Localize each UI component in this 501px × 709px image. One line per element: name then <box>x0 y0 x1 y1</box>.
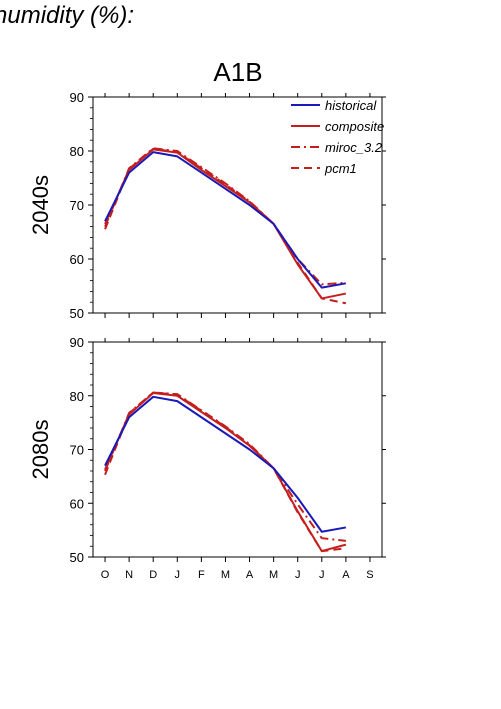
y-tick-label: 50 <box>70 550 84 565</box>
page-header-title: humidity (%): <box>0 2 135 29</box>
chart-panel-2040s: 50 60 70 80 90 2040s <box>28 90 386 321</box>
series-line-pcm1 <box>104 391 346 553</box>
y-tick-label: 50 <box>70 306 84 321</box>
y-tick-label: 80 <box>70 389 84 404</box>
chart-panel-2080s: 50 60 70 80 90 O N D J F M A M J J A S 2080s <box>28 335 386 581</box>
panel-frame <box>92 341 383 558</box>
x-tick-label: J <box>319 569 325 581</box>
series-line-composite <box>104 392 347 553</box>
y-tick-label: 80 <box>70 144 84 159</box>
legend-label: miroc_3.2 <box>325 140 383 155</box>
series-line-historical <box>104 395 347 533</box>
y-tick-label: 70 <box>70 443 84 458</box>
x-tick-label: A <box>246 569 254 581</box>
legend-label: pcm1 <box>324 161 357 176</box>
series-line-pcm1 <box>104 147 347 305</box>
x-tick-label: M <box>269 569 278 581</box>
x-tick-label: J <box>175 569 181 581</box>
legend-item: historical <box>291 98 377 113</box>
x-tick-label: F <box>198 569 205 581</box>
series-line-historical <box>104 151 347 289</box>
series-line-composite <box>104 148 347 300</box>
legend-item: composite <box>291 119 384 134</box>
chart-title: A1B <box>213 57 262 87</box>
chart-legend: historical composite miroc_3.2 pcm1 <box>291 98 384 176</box>
y-tick-label: 60 <box>70 496 84 511</box>
x-tick-label: N <box>125 569 133 581</box>
y-tick-label: 60 <box>70 252 84 267</box>
legend-label: composite <box>325 119 384 134</box>
x-tick-label: J <box>295 569 301 581</box>
panel-row-label: 2080s <box>28 420 53 480</box>
chart-panels: 50 60 70 80 90 2040s 50 60 70 80 90 O N D J F M A M J J A S 208… <box>28 90 386 581</box>
x-tick-label: M <box>221 569 230 581</box>
x-tick-label: S <box>366 569 373 581</box>
x-tick-label: A <box>342 569 350 581</box>
y-tick-label: 70 <box>70 198 84 213</box>
x-tick-label: D <box>149 569 157 581</box>
legend-item: pcm1 <box>291 161 357 176</box>
legend-label: historical <box>325 98 377 113</box>
series-line-miroc-3-2 <box>104 391 346 542</box>
y-tick-label: 90 <box>70 335 84 350</box>
legend-item: miroc_3.2 <box>291 140 383 155</box>
x-tick-label: O <box>101 569 110 581</box>
panel-row-label: 2040s <box>28 175 53 235</box>
y-tick-label: 90 <box>70 90 84 105</box>
